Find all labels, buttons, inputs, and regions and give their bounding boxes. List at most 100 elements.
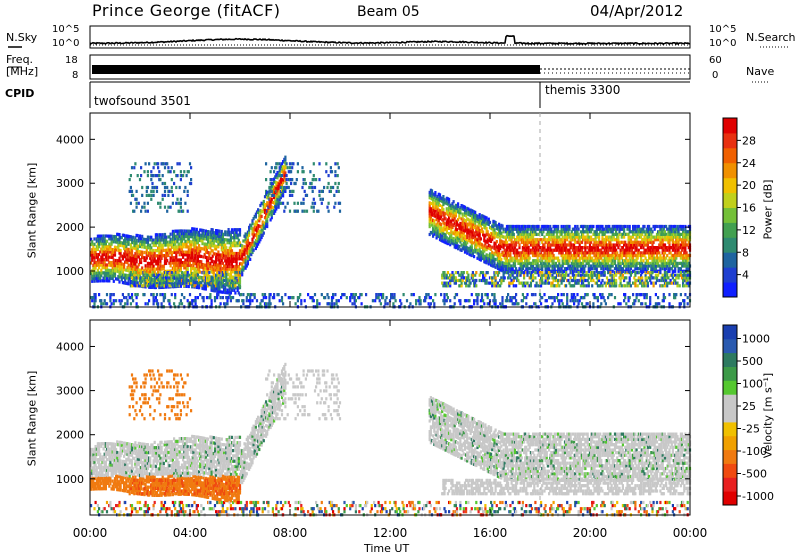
power-echo-cell bbox=[226, 302, 228, 305]
power-echo-cell bbox=[173, 182, 175, 185]
power-echo-cell bbox=[443, 222, 445, 225]
power-echo-cell bbox=[361, 302, 363, 305]
power-echo-cell bbox=[308, 186, 310, 189]
power-echo-cell bbox=[415, 302, 417, 305]
power-echo-cell bbox=[190, 166, 192, 169]
power-echo-cell bbox=[154, 299, 156, 302]
power-echo-cell bbox=[108, 256, 110, 259]
power-echo-cell bbox=[326, 206, 328, 209]
power-echo-cell bbox=[328, 174, 330, 177]
power-echo-cell bbox=[495, 302, 497, 305]
power-echo-cell bbox=[153, 190, 155, 193]
power-echo-cell bbox=[474, 211, 476, 214]
power-echo-cell bbox=[134, 162, 136, 165]
power-echo-cell bbox=[448, 232, 450, 235]
power-echo-cell bbox=[475, 279, 477, 282]
power-echo-cell bbox=[166, 259, 168, 262]
power-echo-cell bbox=[278, 206, 280, 209]
power-echo-cell bbox=[493, 228, 495, 231]
power-echo-cell bbox=[234, 291, 236, 294]
power-echo-cell bbox=[148, 194, 150, 197]
power-echo-cell bbox=[481, 296, 483, 299]
power-echo-cell bbox=[337, 186, 339, 189]
power-echo-cell bbox=[153, 194, 155, 197]
power-echo-cell bbox=[173, 170, 175, 173]
power-echo-cell bbox=[411, 293, 413, 296]
power-echo-cell bbox=[141, 206, 143, 209]
power-echo-cell bbox=[554, 296, 556, 299]
power-echo-cell bbox=[400, 302, 402, 305]
power-echo-cell bbox=[121, 262, 123, 265]
power-echo-cell bbox=[137, 174, 139, 177]
power-echo-cell bbox=[420, 299, 422, 302]
power-echo-cell bbox=[272, 206, 274, 209]
power-echo-cell bbox=[557, 279, 559, 282]
power-echo-cell bbox=[131, 296, 133, 299]
power-echo-cell bbox=[176, 198, 178, 201]
power-echo-cell bbox=[336, 299, 338, 302]
power-echo-cell bbox=[228, 296, 230, 299]
power-echo-cell bbox=[268, 296, 270, 299]
power-echo-cell bbox=[536, 282, 538, 285]
power-echo-cell bbox=[220, 296, 222, 299]
power-echo-cell bbox=[143, 293, 145, 296]
power-echo-cell bbox=[240, 293, 242, 296]
power-echo-cell bbox=[489, 245, 491, 248]
power-echo-cell bbox=[175, 245, 177, 248]
power-echo-cell bbox=[143, 251, 145, 254]
power-echo-cell bbox=[225, 246, 227, 249]
power-echo-cell bbox=[217, 250, 219, 253]
power-echo-cell bbox=[472, 271, 474, 274]
power-echo-cell bbox=[163, 162, 165, 165]
power-echo-cell bbox=[167, 170, 169, 173]
power-echo-cell bbox=[442, 195, 444, 198]
power-echo-cell bbox=[276, 162, 278, 165]
power-echo-cell bbox=[155, 174, 157, 177]
power-echo-cell bbox=[254, 293, 256, 296]
power-echo-cell bbox=[563, 293, 565, 296]
power-echo-cell bbox=[273, 296, 275, 299]
power-echo-cell bbox=[501, 224, 503, 227]
power-echo-cell bbox=[524, 225, 526, 228]
power-echo-cell bbox=[336, 190, 338, 193]
power-echo-cell bbox=[251, 299, 253, 302]
power-echo-cell bbox=[425, 293, 427, 296]
power-echo-cell bbox=[166, 162, 168, 165]
power-echo-cell bbox=[498, 223, 500, 226]
power-echo-cell bbox=[256, 299, 258, 302]
power-echo-cell bbox=[180, 202, 182, 205]
power-echo-cell bbox=[355, 293, 357, 296]
power-echo-cell bbox=[313, 198, 315, 201]
power-echo-cell bbox=[534, 293, 536, 296]
power-echo-cell bbox=[137, 293, 139, 296]
power-echo-cell bbox=[297, 210, 299, 213]
power-echo-cell bbox=[159, 206, 161, 209]
power-echo-cell bbox=[515, 293, 517, 296]
power-echo-cell bbox=[313, 162, 315, 165]
power-echo-cell bbox=[162, 182, 164, 185]
power-echo-cell bbox=[154, 268, 156, 271]
power-echo-cell bbox=[181, 271, 183, 274]
power-echo-cell bbox=[326, 293, 328, 296]
power-echo-cell bbox=[334, 174, 336, 177]
power-echo-cell bbox=[328, 202, 330, 205]
power-echo-cell bbox=[472, 241, 474, 244]
power-echo-cell bbox=[313, 206, 315, 209]
power-echo-cell bbox=[134, 293, 136, 296]
power-echo-cell bbox=[534, 302, 536, 305]
power-echo-cell bbox=[518, 243, 520, 246]
power-echo-cell bbox=[413, 293, 415, 296]
power-echo-cell bbox=[467, 229, 469, 232]
power-echo-cell bbox=[491, 276, 493, 279]
power-echo-cell bbox=[284, 156, 286, 159]
power-echo-cell bbox=[330, 190, 332, 193]
power-echo-cell bbox=[120, 302, 122, 305]
power-echo-cell bbox=[266, 201, 268, 204]
power-echo-cell bbox=[172, 202, 174, 205]
power-echo-cell bbox=[499, 302, 501, 305]
power-echo-cell bbox=[195, 296, 197, 299]
power-echo-cell bbox=[313, 299, 315, 302]
power-echo-cell bbox=[540, 302, 542, 305]
power-echo-cell bbox=[467, 274, 469, 277]
